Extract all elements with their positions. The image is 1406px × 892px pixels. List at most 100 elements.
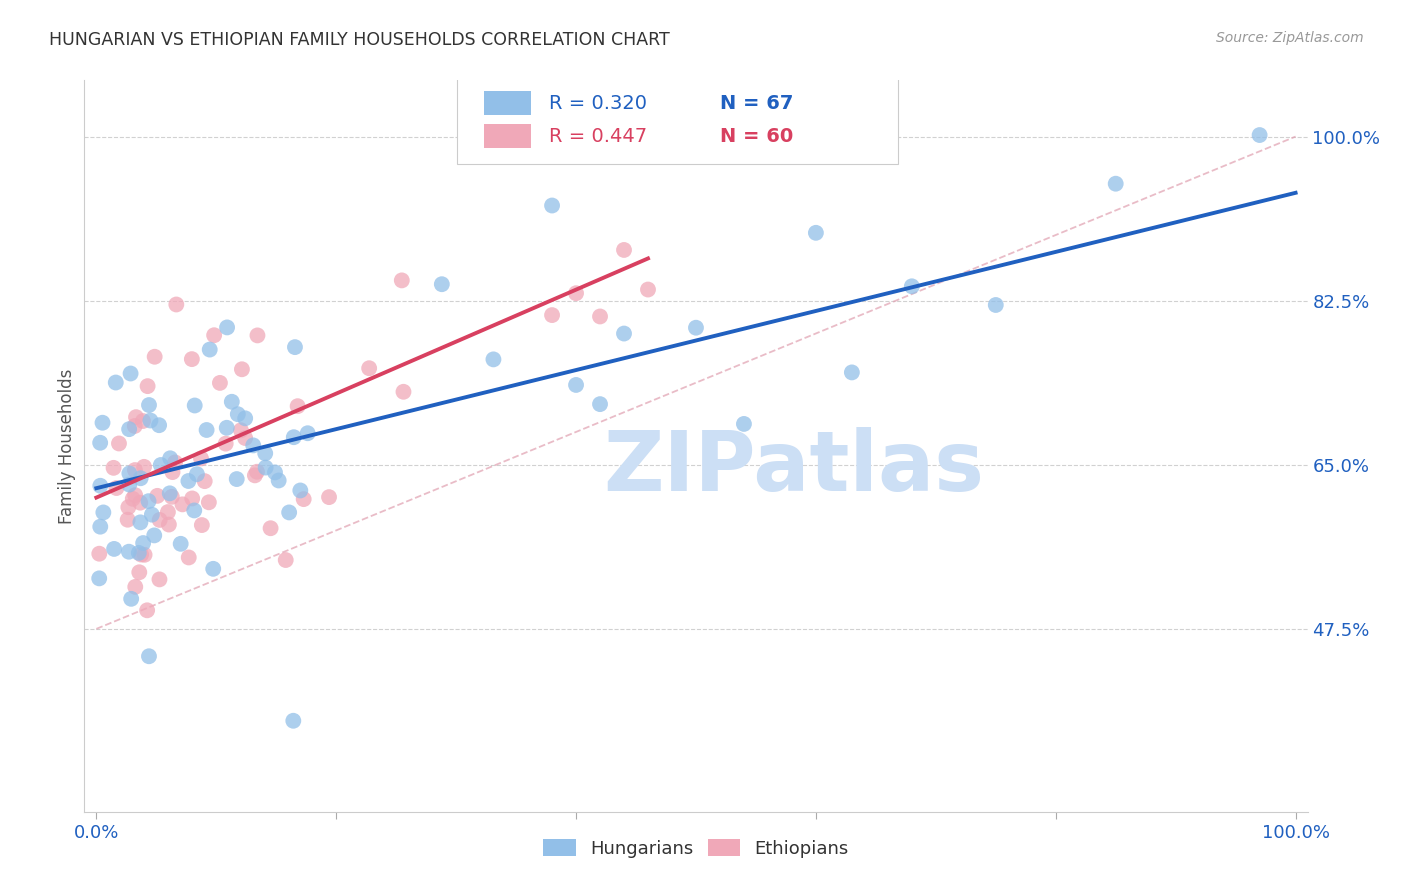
Point <box>177 474 200 488</box>
Point <box>191 518 214 533</box>
Point <box>124 580 146 594</box>
Point <box>148 418 170 433</box>
Point <box>118 477 141 491</box>
Point <box>901 279 924 293</box>
Point <box>221 394 243 409</box>
Point <box>1249 128 1271 142</box>
Point <box>89 571 111 585</box>
Point <box>297 426 319 441</box>
Point <box>242 438 264 452</box>
Point <box>259 521 281 535</box>
Point <box>89 479 111 493</box>
Point <box>89 547 111 561</box>
Point <box>149 513 172 527</box>
Point <box>128 546 150 560</box>
Point <box>117 500 139 515</box>
Point <box>541 198 564 212</box>
Point <box>233 431 256 445</box>
Point <box>183 503 205 517</box>
Point <box>159 451 181 466</box>
Point <box>117 513 139 527</box>
Point <box>231 362 253 376</box>
Point <box>132 536 155 550</box>
Point <box>159 486 181 500</box>
Point <box>274 553 297 567</box>
Point <box>148 573 170 587</box>
Point <box>233 411 256 425</box>
Point <box>91 416 114 430</box>
Point <box>165 455 187 469</box>
Point <box>565 286 588 301</box>
Point <box>225 472 247 486</box>
Point <box>146 489 169 503</box>
FancyBboxPatch shape <box>484 124 531 148</box>
Point <box>733 417 755 431</box>
Point <box>120 367 142 381</box>
Point <box>254 460 277 475</box>
Point <box>198 343 221 357</box>
Point <box>215 421 238 435</box>
Point <box>984 298 1007 312</box>
Point <box>392 384 415 399</box>
Point <box>132 414 155 428</box>
Point <box>172 497 194 511</box>
Point <box>177 550 200 565</box>
Point <box>108 436 131 450</box>
Point <box>170 537 193 551</box>
Point <box>613 243 636 257</box>
Text: HUNGARIAN VS ETHIOPIAN FAMILY HOUSEHOLDS CORRELATION CHART: HUNGARIAN VS ETHIOPIAN FAMILY HOUSEHOLDS… <box>49 31 671 49</box>
Text: ZIPatlas: ZIPatlas <box>603 427 984 508</box>
Point <box>104 376 127 390</box>
Point <box>243 468 266 483</box>
Point <box>138 398 160 412</box>
Point <box>194 474 217 488</box>
Point <box>103 460 125 475</box>
Point <box>359 361 381 376</box>
Text: Source: ZipAtlas.com: Source: ZipAtlas.com <box>1216 31 1364 45</box>
Point <box>143 350 166 364</box>
Point <box>430 277 453 292</box>
Text: N = 60: N = 60 <box>720 127 793 146</box>
FancyBboxPatch shape <box>457 77 898 164</box>
Point <box>132 459 155 474</box>
Point <box>129 516 152 530</box>
Point <box>93 505 115 519</box>
Point <box>254 446 277 460</box>
Point <box>124 419 146 434</box>
Point <box>190 451 212 466</box>
Point <box>217 320 239 334</box>
Point <box>125 410 148 425</box>
Point <box>129 471 152 485</box>
Point <box>278 505 301 519</box>
Point <box>105 481 128 495</box>
Point <box>165 297 187 311</box>
Point <box>118 545 141 559</box>
Point <box>149 458 172 472</box>
Point <box>202 328 225 343</box>
Point <box>124 463 146 477</box>
Point <box>129 548 152 562</box>
Point <box>685 320 707 334</box>
Point <box>287 399 309 413</box>
Point <box>283 430 305 444</box>
Point <box>103 541 125 556</box>
Point <box>141 508 163 522</box>
Y-axis label: Family Households: Family Households <box>58 368 76 524</box>
Text: N = 67: N = 67 <box>720 95 794 113</box>
Point <box>157 517 180 532</box>
FancyBboxPatch shape <box>484 91 531 115</box>
Point <box>841 365 863 379</box>
Point <box>541 308 564 322</box>
Text: R = 0.320: R = 0.320 <box>550 95 647 113</box>
Point <box>160 490 183 504</box>
Point <box>143 528 166 542</box>
Point <box>267 474 290 488</box>
Legend: Hungarians, Ethiopians: Hungarians, Ethiopians <box>536 831 856 865</box>
Point <box>226 407 249 421</box>
Point <box>186 467 208 482</box>
Point <box>120 591 142 606</box>
Point <box>292 492 315 507</box>
Point <box>208 376 231 390</box>
Point <box>183 399 205 413</box>
Point <box>246 328 269 343</box>
